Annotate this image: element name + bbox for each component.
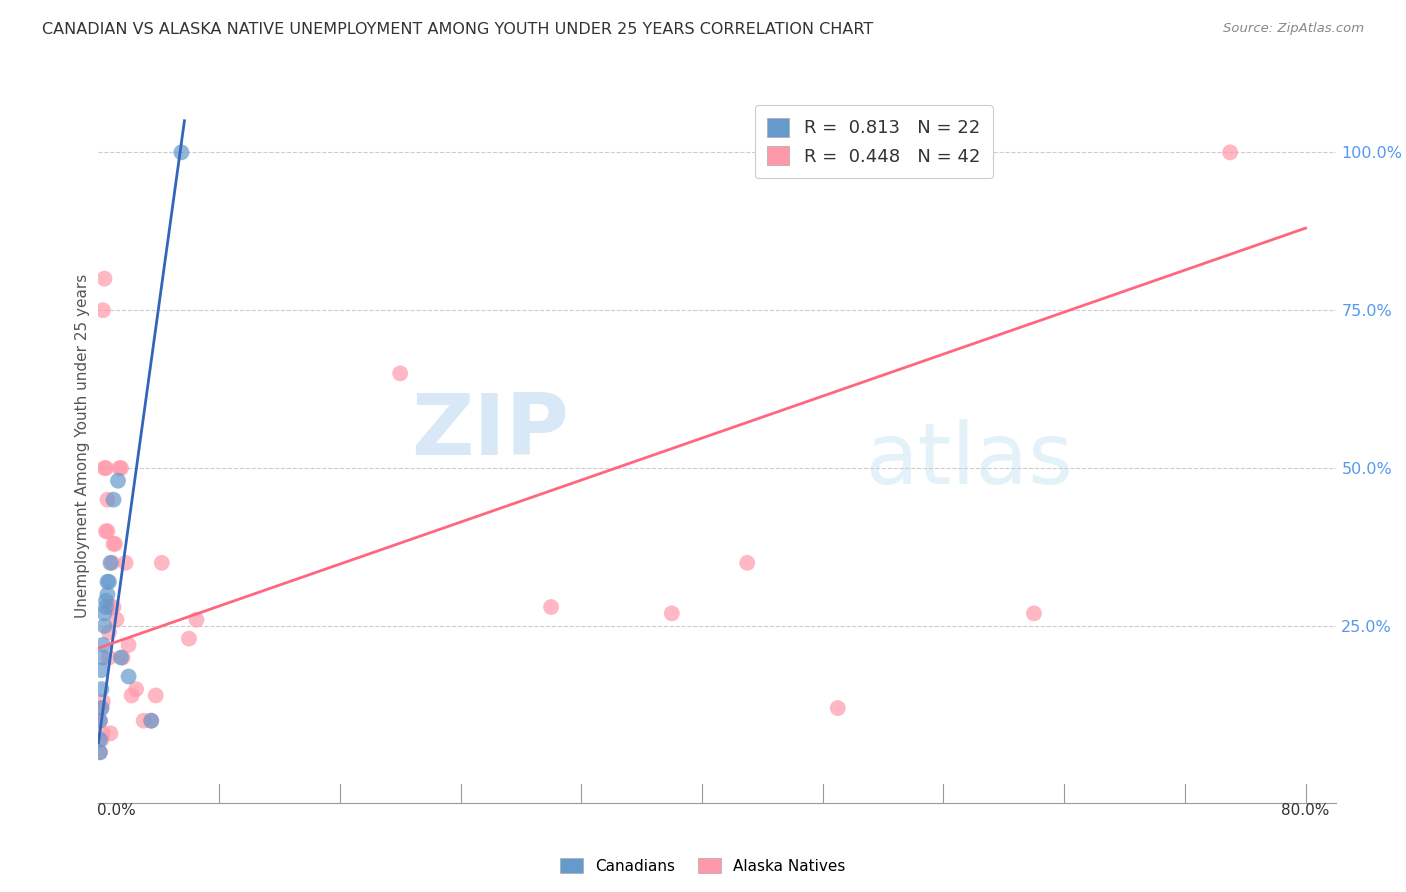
- Point: [1022, 607, 1045, 621]
- Point: [94, 461, 117, 475]
- Point: [96, 492, 118, 507]
- Point: [91, 650, 114, 665]
- Point: [132, 714, 155, 728]
- Point: [101, 556, 124, 570]
- Point: [177, 632, 200, 646]
- Point: [96, 574, 118, 589]
- Point: [98, 574, 121, 589]
- Point: [90, 663, 112, 677]
- Legend: Canadians, Alaska Natives: Canadians, Alaska Natives: [554, 852, 852, 880]
- Point: [104, 537, 127, 551]
- Point: [91, 638, 114, 652]
- Point: [117, 638, 139, 652]
- Point: [108, 461, 131, 475]
- Point: [89, 714, 111, 728]
- Point: [90, 701, 112, 715]
- Text: 80.0%: 80.0%: [1281, 803, 1330, 818]
- Text: CANADIAN VS ALASKA NATIVE UNEMPLOYMENT AMONG YOUTH UNDER 25 YEARS CORRELATION CH: CANADIAN VS ALASKA NATIVE UNEMPLOYMENT A…: [42, 22, 873, 37]
- Point: [103, 492, 125, 507]
- Point: [661, 607, 683, 621]
- Point: [93, 619, 115, 633]
- Point: [89, 745, 111, 759]
- Point: [90, 732, 112, 747]
- Y-axis label: Unemployment Among Youth under 25 years: Unemployment Among Youth under 25 years: [75, 274, 90, 618]
- Point: [90, 701, 112, 715]
- Text: atlas: atlas: [866, 418, 1074, 502]
- Point: [1219, 145, 1241, 160]
- Point: [91, 303, 114, 318]
- Point: [103, 537, 125, 551]
- Point: [91, 726, 114, 740]
- Point: [93, 271, 115, 285]
- Point: [98, 625, 121, 640]
- Point: [90, 682, 112, 697]
- Point: [186, 613, 208, 627]
- Point: [89, 714, 111, 728]
- Point: [100, 556, 122, 570]
- Point: [735, 556, 758, 570]
- Point: [121, 689, 143, 703]
- Point: [125, 682, 148, 697]
- Point: [103, 600, 125, 615]
- Point: [94, 524, 117, 539]
- Point: [93, 461, 115, 475]
- Text: Source: ZipAtlas.com: Source: ZipAtlas.com: [1223, 22, 1364, 36]
- Point: [141, 714, 163, 728]
- Point: [114, 556, 136, 570]
- Point: [827, 701, 849, 715]
- Point: [89, 732, 111, 747]
- Point: [150, 556, 173, 570]
- Point: [91, 695, 114, 709]
- Text: 0.0%: 0.0%: [97, 803, 135, 818]
- Point: [96, 587, 118, 601]
- Point: [100, 726, 122, 740]
- Point: [111, 650, 134, 665]
- Point: [389, 367, 412, 381]
- Point: [117, 669, 139, 683]
- Legend: R =  0.813   N = 22, R =  0.448   N = 42: R = 0.813 N = 22, R = 0.448 N = 42: [755, 105, 993, 178]
- Point: [540, 600, 562, 615]
- Point: [94, 600, 117, 615]
- Point: [110, 650, 132, 665]
- Point: [94, 593, 117, 607]
- Point: [105, 613, 128, 627]
- Point: [98, 650, 121, 665]
- Point: [93, 607, 115, 621]
- Point: [145, 689, 167, 703]
- Point: [170, 145, 193, 160]
- Point: [96, 524, 118, 539]
- Point: [100, 600, 122, 615]
- Point: [141, 714, 163, 728]
- Point: [89, 745, 111, 759]
- Point: [107, 474, 129, 488]
- Point: [110, 461, 132, 475]
- Text: ZIP: ZIP: [411, 390, 568, 474]
